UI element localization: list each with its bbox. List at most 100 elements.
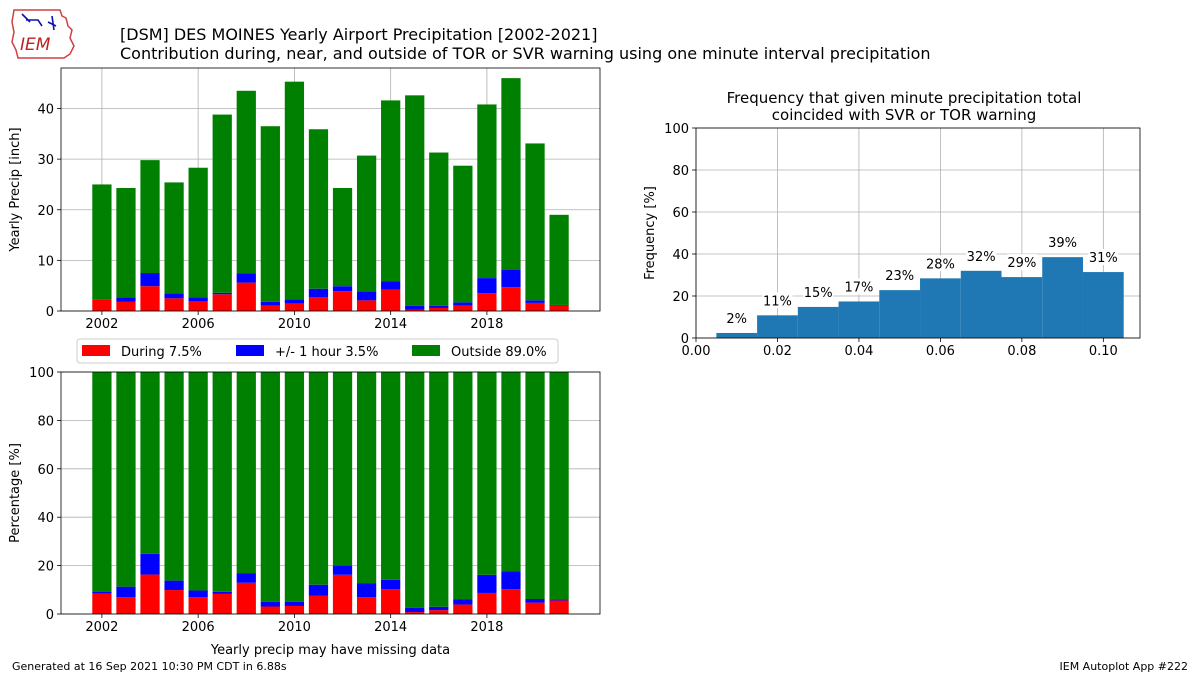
- x-tick-label: 2002: [85, 620, 118, 635]
- y-tick-label: 0: [46, 608, 54, 623]
- bar-during: [453, 305, 473, 311]
- bar-during: [525, 302, 545, 311]
- bar-near: [140, 553, 160, 575]
- data-label-bg: [884, 267, 915, 284]
- y-axis-label: Frequency [%]: [643, 186, 658, 280]
- iem-logo: IEM: [11, 9, 75, 59]
- x-tick-label: 0.10: [1089, 344, 1118, 359]
- generated-timestamp: Generated at 16 Sep 2021 10:30 PM CDT in…: [12, 660, 287, 673]
- legend-swatch-during: [82, 345, 110, 356]
- bar-during: [140, 286, 160, 311]
- bar-outside: [212, 372, 232, 592]
- chart-title: [DSM] DES MOINES Yearly Airport Precipit…: [120, 25, 598, 44]
- bar-outside: [525, 143, 545, 301]
- bar-near: [381, 281, 401, 290]
- legend-label-near: +/- 1 hour 3.5%: [275, 345, 378, 360]
- bar-during: [356, 300, 377, 311]
- data-label-bg: [1088, 249, 1119, 266]
- bar-outside: [164, 372, 184, 581]
- legend-label-during: During 7.5%: [121, 345, 202, 360]
- bar-outside: [453, 165, 473, 303]
- y-tick-label: 100: [29, 366, 54, 381]
- bar-during: [405, 309, 425, 311]
- data-label-bg: [1047, 234, 1078, 251]
- bar-during: [164, 298, 184, 311]
- bar-during: [212, 294, 232, 311]
- histogram-bar: [797, 306, 839, 338]
- legend-swatch-outside: [412, 345, 440, 356]
- bar-near: [429, 305, 449, 308]
- bar-outside: [549, 372, 569, 600]
- bar-near: [453, 302, 473, 306]
- bar-near: [212, 591, 232, 594]
- bar-near: [284, 601, 305, 607]
- y-tick-label: 20: [672, 290, 689, 305]
- bar-during: [116, 301, 136, 311]
- bar-outside: [332, 372, 353, 566]
- x-tick-label: 0.04: [844, 344, 873, 359]
- bar-during: [332, 574, 353, 614]
- app-credit: IEM Autoplot App #222: [1059, 660, 1189, 673]
- bar-during: [140, 574, 160, 614]
- data-label: 39%: [1048, 236, 1077, 251]
- bar-near: [356, 291, 377, 301]
- y-tick-label: 20: [37, 560, 54, 575]
- y-tick-label: 80: [37, 414, 54, 429]
- x-tick-label: 2002: [85, 317, 118, 332]
- bar-outside: [92, 372, 112, 592]
- bar-during: [332, 291, 353, 311]
- bar-outside: [477, 104, 497, 279]
- x-tick-label: 0.06: [926, 344, 955, 359]
- data-label-bg: [762, 292, 793, 309]
- bar-outside: [332, 187, 353, 287]
- bar-near: [188, 590, 208, 598]
- bar-outside: [236, 90, 256, 274]
- data-label-bg: [925, 255, 956, 272]
- bar-near: [549, 304, 569, 306]
- x-tick-label: 2018: [470, 620, 503, 635]
- histogram-bar: [1001, 277, 1043, 338]
- bar-near: [381, 579, 401, 590]
- bar-during: [477, 592, 497, 614]
- bar-during: [260, 305, 280, 311]
- x-tick-label: 0.02: [763, 344, 792, 359]
- histogram-title: Frequency that given minute precipitatio…: [727, 89, 1082, 107]
- bar-near: [308, 288, 329, 298]
- histogram-bar: [757, 315, 798, 338]
- bar-during: [381, 289, 401, 311]
- bar-near: [405, 607, 425, 613]
- y-tick-label: 60: [672, 206, 689, 221]
- bar-during: [92, 593, 112, 614]
- bar-outside: [501, 78, 521, 270]
- bar-outside: [405, 372, 425, 608]
- legend: During 7.5% +/- 1 hour 3.5% Outside 89.0%: [76, 338, 559, 364]
- y-tick-label: 80: [672, 164, 689, 179]
- bar-near: [332, 286, 353, 292]
- y-tick-label: 0: [46, 305, 54, 320]
- bar-near: [92, 591, 112, 594]
- data-label: 32%: [967, 250, 996, 265]
- bar-outside: [284, 81, 305, 300]
- histogram-bar: [879, 290, 921, 338]
- y-tick-label: 40: [672, 248, 689, 263]
- bar-during: [164, 590, 184, 614]
- bar-near: [260, 301, 280, 306]
- bar-near: [405, 305, 425, 310]
- bar-during: [308, 297, 329, 311]
- logo-text: IEM: [20, 35, 51, 55]
- axes-frame: [695, 127, 1141, 339]
- x-tick-label: 2010: [278, 317, 311, 332]
- bar-outside: [188, 372, 208, 591]
- histogram-bar: [838, 301, 880, 338]
- x-tick-label: 2006: [182, 317, 215, 332]
- bar-during: [92, 299, 112, 311]
- bar-outside: [188, 167, 208, 298]
- bar-during: [525, 602, 545, 614]
- y-tick-label: 40: [37, 511, 54, 526]
- data-label-bg: [966, 247, 997, 264]
- bar-outside: [501, 372, 521, 572]
- x-tick-label: 2018: [470, 317, 503, 332]
- bar-outside: [381, 372, 401, 580]
- y-tick-label: 20: [37, 204, 54, 219]
- histogram-title: coincided with SVR or TOR warning: [772, 106, 1036, 124]
